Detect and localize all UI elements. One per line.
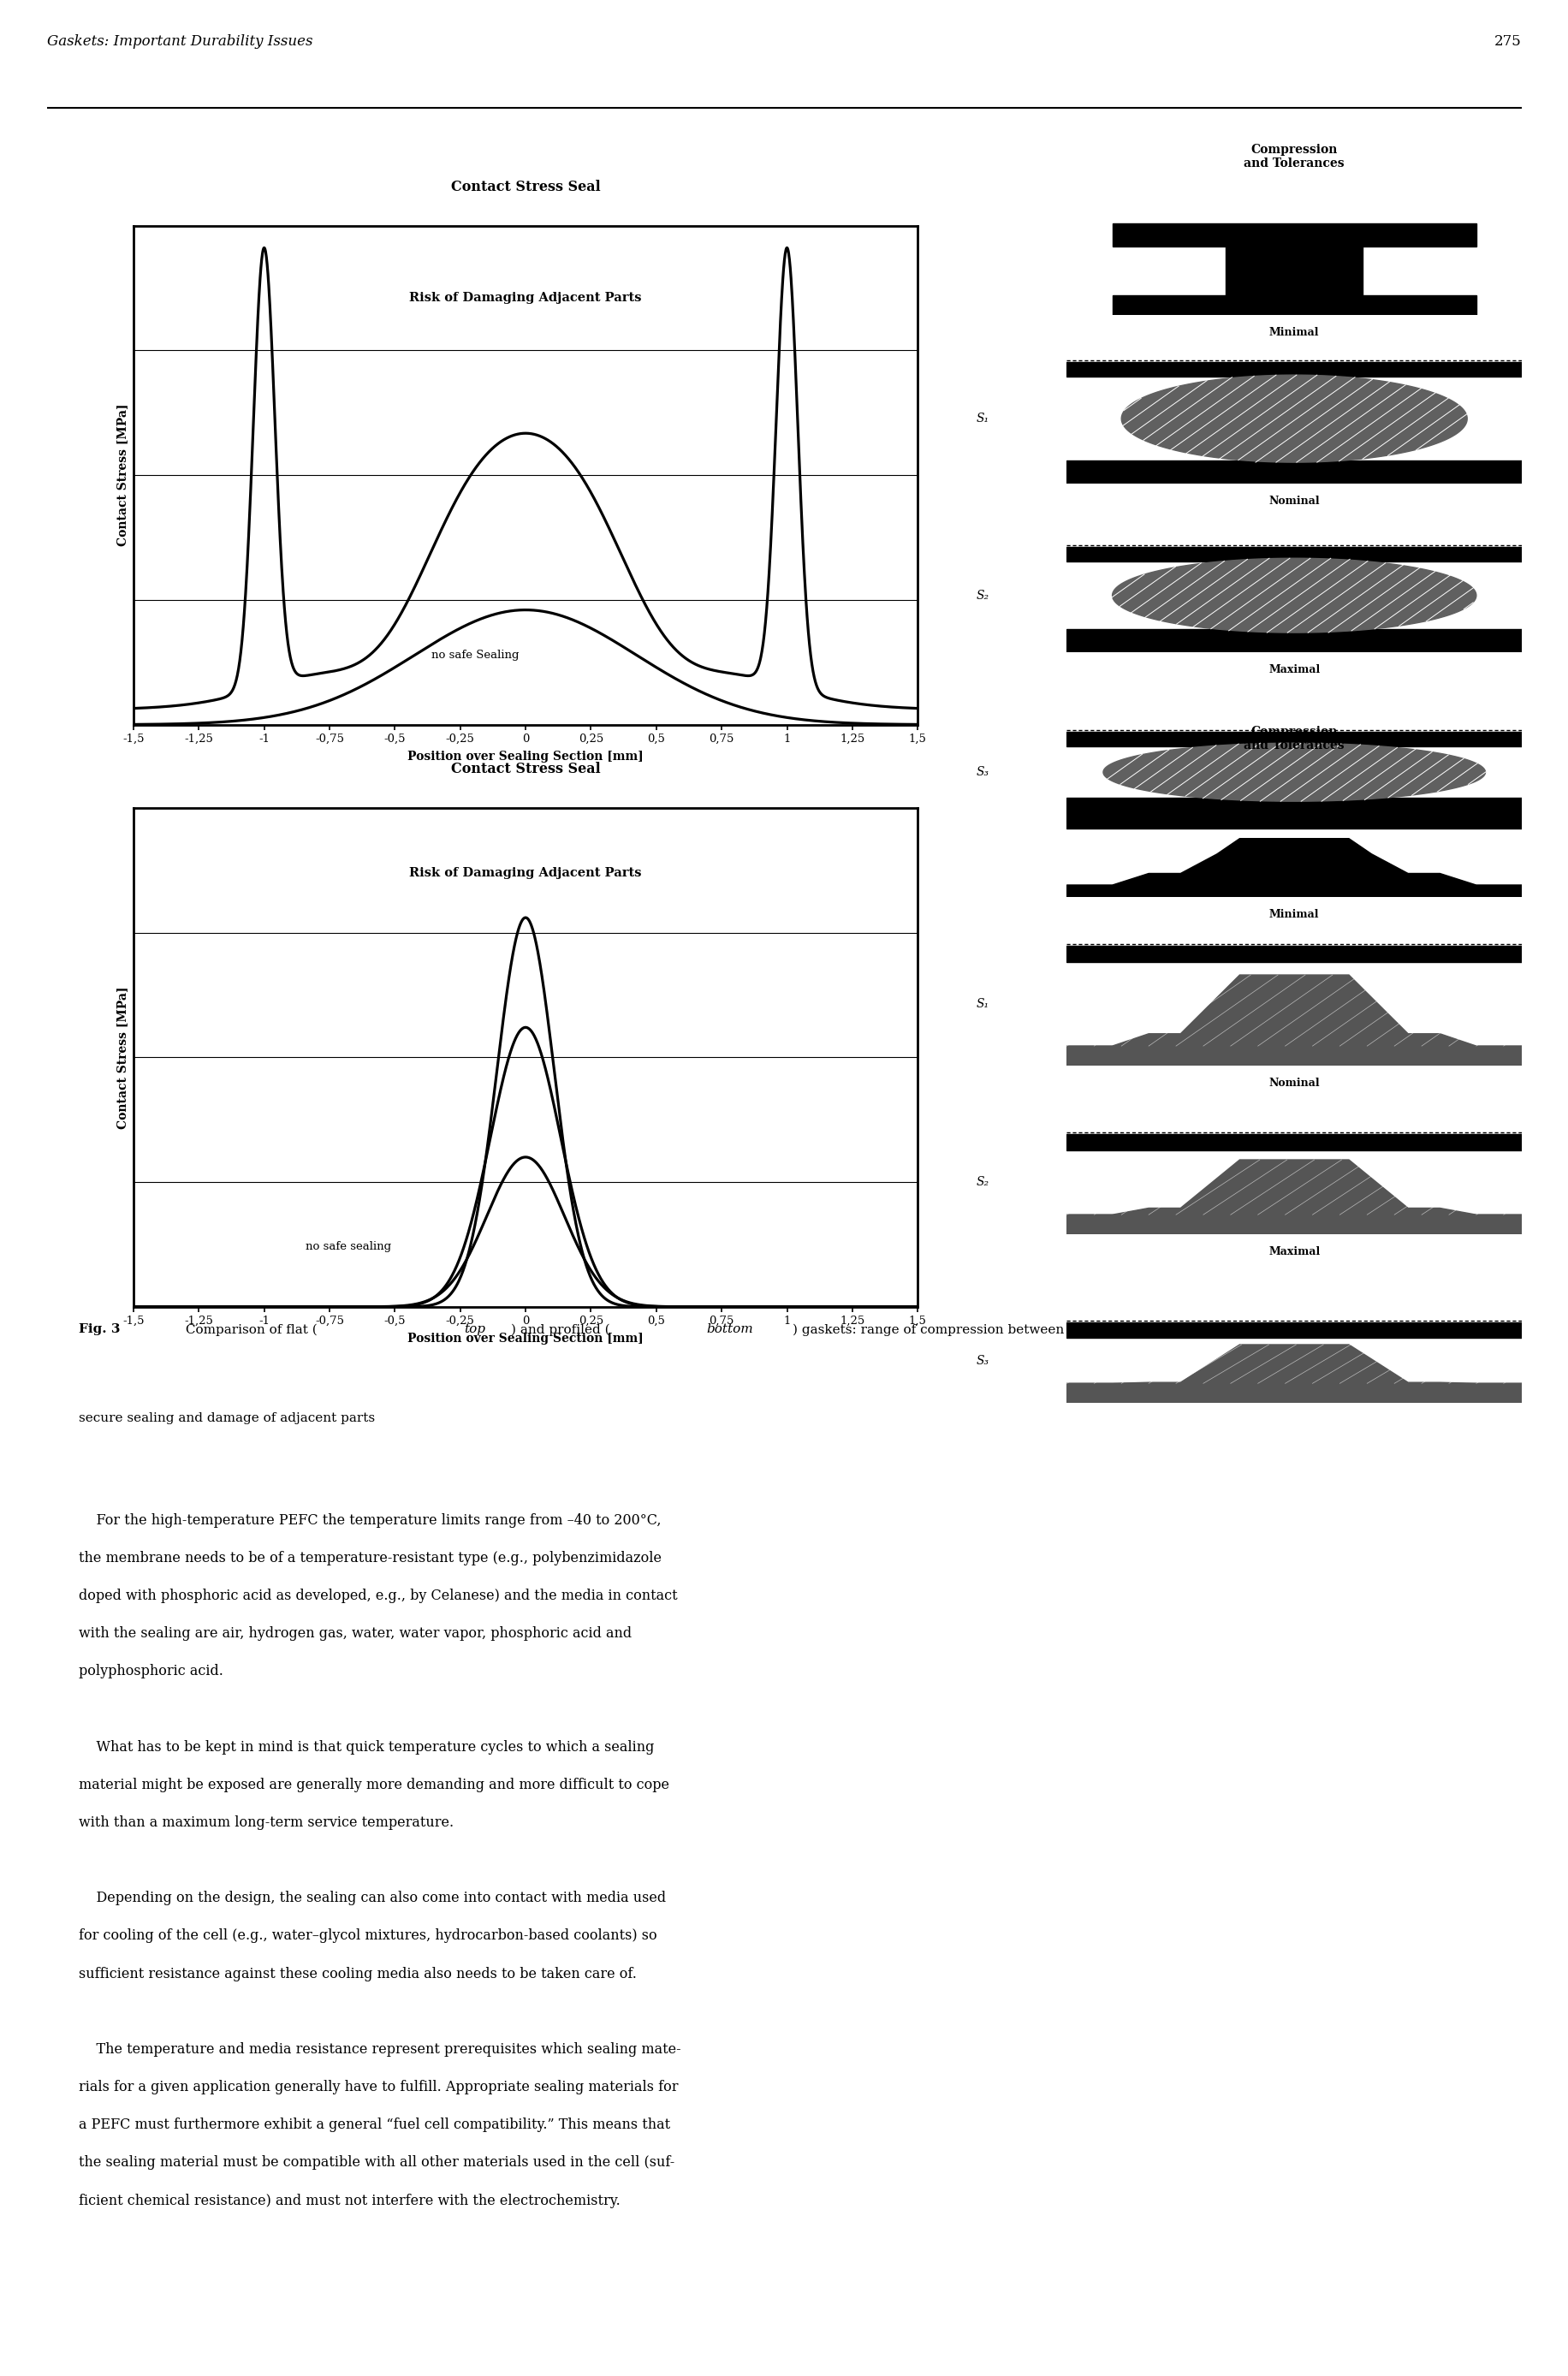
Y-axis label: Contact Stress [MPa]: Contact Stress [MPa] — [116, 986, 129, 1129]
Text: Comparison of flat (: Comparison of flat ( — [182, 1323, 317, 1335]
Bar — [1066, 1321, 1521, 1338]
Bar — [1112, 295, 1475, 314]
Text: no safe Sealing: no safe Sealing — [431, 649, 519, 661]
Text: Gaskets: Important Durability Issues: Gaskets: Important Durability Issues — [47, 33, 312, 50]
Text: material might be exposed are generally more demanding and more difficult to cop: material might be exposed are generally … — [78, 1777, 668, 1792]
Bar — [1066, 886, 1521, 896]
Text: doped with phosphoric acid as developed, e.g., by Celanese) and the media in con: doped with phosphoric acid as developed,… — [78, 1590, 677, 1604]
Bar — [1226, 242, 1361, 299]
Text: Risk of Damaging Adjacent Parts: Risk of Damaging Adjacent Parts — [409, 292, 641, 304]
Text: for cooling of the cell (e.g., water–glycol mixtures, hydrocarbon-based coolants: for cooling of the cell (e.g., water–gly… — [78, 1929, 657, 1944]
Bar — [1066, 1214, 1521, 1233]
Polygon shape — [1066, 839, 1521, 896]
Text: ) gaskets: range of compression between: ) gaskets: range of compression between — [792, 1323, 1063, 1335]
Bar — [1066, 946, 1521, 962]
Text: Nominal: Nominal — [1269, 1076, 1319, 1088]
Text: S₁: S₁ — [975, 998, 988, 1010]
Text: bottom: bottom — [706, 1323, 753, 1335]
Text: polyphosphoric acid.: polyphosphoric acid. — [78, 1663, 223, 1680]
Text: 275: 275 — [1494, 33, 1521, 50]
Bar — [1066, 732, 1521, 746]
Text: Depending on the design, the sealing can also come into contact with media used: Depending on the design, the sealing can… — [78, 1891, 665, 1906]
Text: S₃: S₃ — [975, 765, 988, 779]
Text: Contact Stress Seal: Contact Stress Seal — [450, 181, 601, 195]
Bar — [1066, 1133, 1521, 1150]
Text: Minimal: Minimal — [1269, 326, 1319, 337]
Text: S₃: S₃ — [975, 1354, 988, 1366]
Text: Maximal: Maximal — [1269, 1245, 1319, 1257]
Text: with the sealing are air, hydrogen gas, water, water vapor, phosphoric acid and: with the sealing are air, hydrogen gas, … — [78, 1625, 630, 1642]
Text: What has to be kept in mind is that quick temperature cycles to which a sealing: What has to be kept in mind is that quic… — [78, 1739, 654, 1753]
Text: Nominal: Nominal — [1269, 494, 1319, 506]
Text: S₁: S₁ — [975, 413, 988, 425]
Text: Compression
and Tolerances: Compression and Tolerances — [1243, 727, 1344, 751]
X-axis label: Position over Sealing Section [mm]: Position over Sealing Section [mm] — [408, 1333, 643, 1345]
Text: secure sealing and damage of adjacent parts: secure sealing and damage of adjacent pa… — [78, 1411, 375, 1423]
Text: S₂: S₂ — [975, 1176, 988, 1188]
Y-axis label: Contact Stress [MPa]: Contact Stress [MPa] — [116, 404, 129, 546]
Bar — [1066, 361, 1521, 378]
Bar — [1066, 630, 1521, 651]
Bar — [1066, 798, 1521, 820]
Text: Risk of Damaging Adjacent Parts: Risk of Damaging Adjacent Parts — [409, 867, 641, 879]
Text: Compression
and Tolerances: Compression and Tolerances — [1243, 145, 1344, 169]
Text: ) and profiled (: ) and profiled ( — [511, 1323, 610, 1335]
Polygon shape — [1112, 558, 1475, 632]
Text: top: top — [464, 1323, 485, 1335]
Bar — [1112, 223, 1475, 247]
Bar — [1066, 461, 1521, 482]
Text: the sealing material must be compatible with all other materials used in the cel: the sealing material must be compatible … — [78, 2155, 674, 2169]
Text: sufficient resistance against these cooling media also needs to be taken care of: sufficient resistance against these cool… — [78, 1967, 637, 1982]
Text: Minimal: Minimal — [1269, 908, 1319, 920]
Bar — [1066, 810, 1521, 829]
Text: The temperature and media resistance represent prerequisites which sealing mate-: The temperature and media resistance rep… — [78, 2041, 681, 2058]
Text: no safe sealing: no safe sealing — [306, 1240, 392, 1252]
Polygon shape — [1102, 744, 1485, 801]
Polygon shape — [1066, 1159, 1521, 1233]
Text: a PEFC must furthermore exhibit a general “fuel cell compatibility.” This means : a PEFC must furthermore exhibit a genera… — [78, 2117, 670, 2131]
Text: Fig. 3: Fig. 3 — [78, 1323, 119, 1335]
Text: the membrane needs to be of a temperature-resistant type (e.g., polybenzimidazol: the membrane needs to be of a temperatur… — [78, 1552, 662, 1566]
Text: For the high-temperature PEFC the temperature limits range from –40 to 200°C,: For the high-temperature PEFC the temper… — [78, 1514, 660, 1528]
Text: rials for a given application generally have to fulfill. Appropriate sealing mat: rials for a given application generally … — [78, 2079, 677, 2096]
Text: S₂: S₂ — [975, 589, 988, 601]
Text: with than a maximum long-term service temperature.: with than a maximum long-term service te… — [78, 1815, 453, 1830]
Polygon shape — [1121, 375, 1466, 463]
Text: Contact Stress Seal: Contact Stress Seal — [450, 763, 601, 777]
Text: ficient chemical resistance) and must not interfere with the electrochemistry.: ficient chemical resistance) and must no… — [78, 2193, 619, 2207]
Bar — [1066, 1383, 1521, 1402]
Bar — [1066, 546, 1521, 561]
Polygon shape — [1066, 974, 1521, 1064]
Text: Maximal: Maximal — [1269, 663, 1319, 675]
Bar — [1066, 1045, 1521, 1064]
Polygon shape — [1066, 1345, 1521, 1402]
X-axis label: Position over Sealing Section [mm]: Position over Sealing Section [mm] — [408, 751, 643, 763]
